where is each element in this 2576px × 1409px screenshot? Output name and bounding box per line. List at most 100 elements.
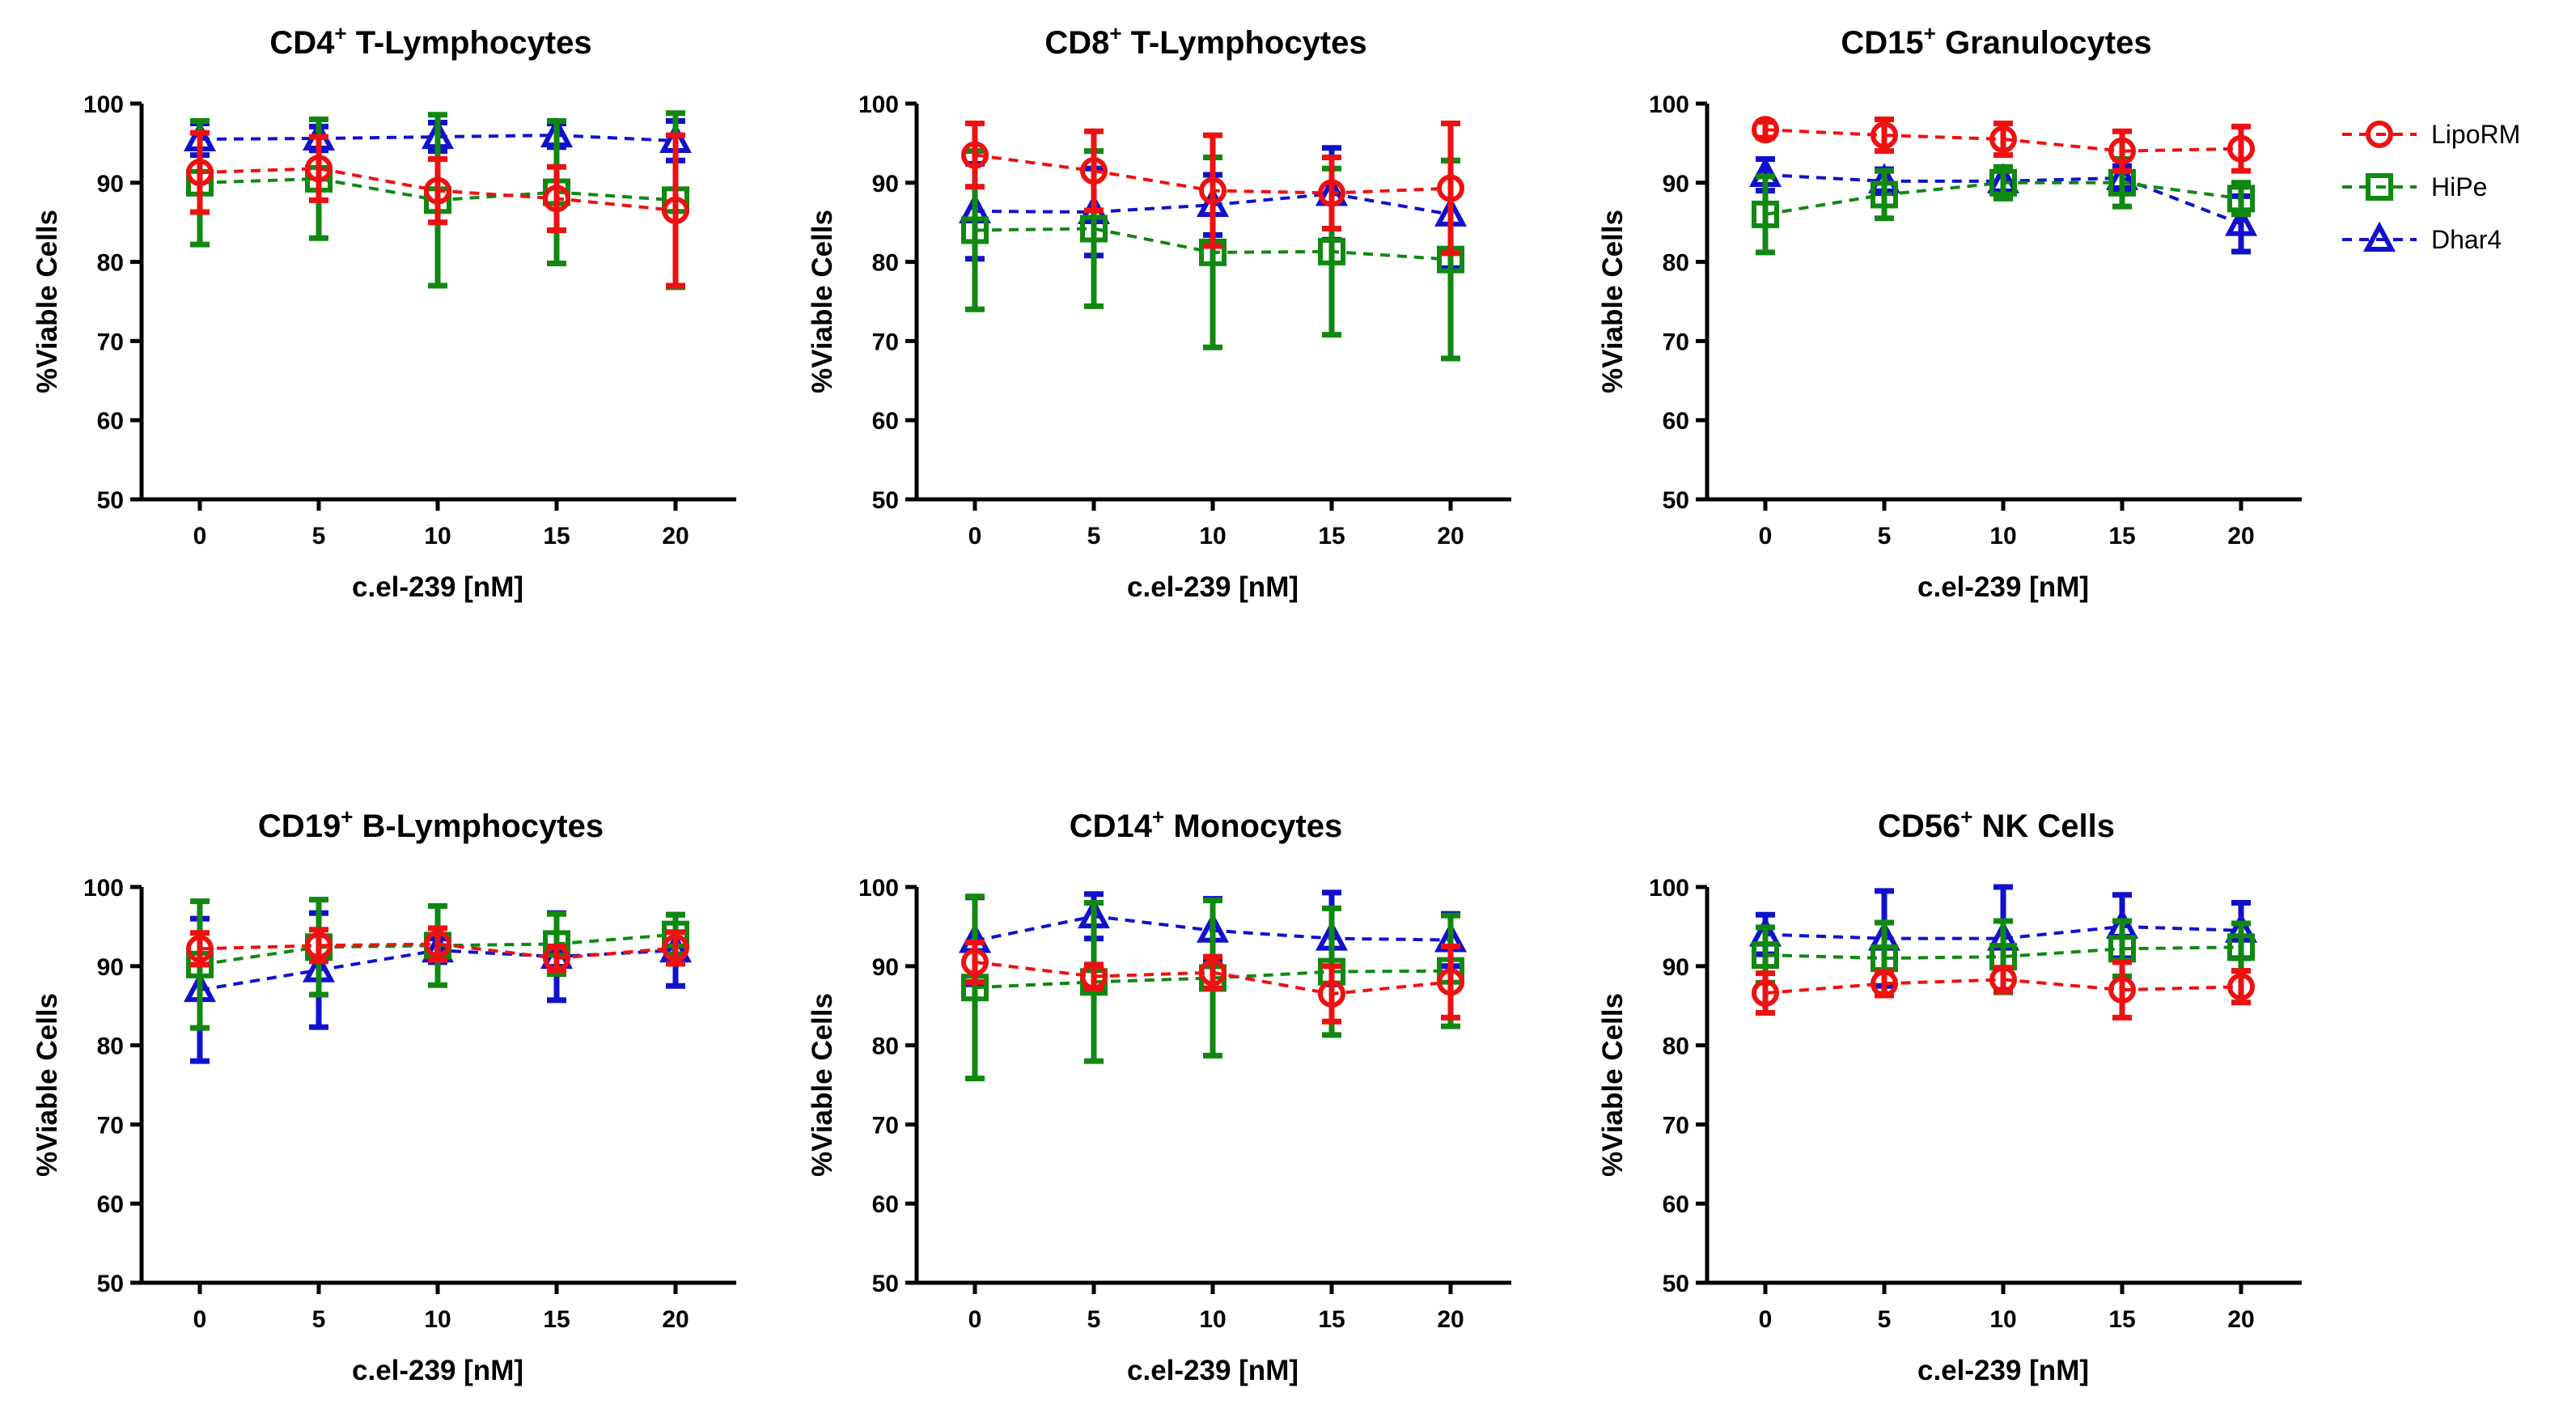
title-superscript: + [334, 21, 346, 45]
y-axis-title: %Viable Cells [1597, 210, 1629, 393]
series-hipe-point [2227, 933, 2255, 961]
x-tick-label: 10 [1199, 1306, 1226, 1333]
x-tick-label: 15 [2108, 1306, 2135, 1333]
y-tick-label: 70 [97, 329, 124, 355]
x-tick-label: 20 [1437, 523, 1464, 550]
series-hipe-point [1752, 941, 1779, 970]
title-suffix: B-Lymphocytes [353, 808, 604, 844]
y-tick-label: 80 [1663, 250, 1689, 277]
series-liporm-point [424, 930, 451, 958]
panel-cd14-title: CD14+ Monocytes [1070, 804, 1343, 844]
x-axis-title: c.el-239 [nM] [1127, 571, 1299, 603]
y-tick-label: 60 [97, 1191, 124, 1218]
title-superscript: + [341, 804, 353, 829]
series-liporm [186, 925, 689, 974]
y-tick-label: 60 [97, 408, 124, 435]
y-tick-label: 60 [872, 1191, 899, 1218]
series-liporm [961, 120, 1464, 257]
x-tick-label: 15 [2108, 523, 2135, 550]
x-tick-label: 5 [1878, 523, 1892, 550]
panel-cd15-title: CD15+ Granulocytes [1841, 21, 2151, 61]
panel-cd4-title: CD4+ T-Lymphocytes [269, 21, 591, 61]
series-liporm-point [662, 197, 689, 225]
series-liporm-point [305, 155, 333, 183]
y-tick-label: 60 [872, 408, 899, 435]
panel-cd56: CD56+ NK Cells 50 60 70 80 90 100 0 5 10 15 20 c.el-… [1597, 804, 2302, 1386]
panel-cd56-title: CD56+ NK Cells [1878, 804, 2115, 844]
panel-cd14: CD14+ Monocytes 50 60 70 80 90 100 0 5 10 15 20 c.el… [807, 804, 1511, 1386]
series-hipe-point [961, 216, 989, 244]
title-superscript: + [1152, 804, 1164, 829]
series-liporm-point [186, 935, 214, 963]
series-liporm-point [1871, 121, 1898, 150]
series-liporm-point [1080, 962, 1108, 991]
x-tick-label: 0 [1759, 523, 1773, 550]
y-axis-title: %Viable Cells [807, 993, 838, 1177]
series-liporm-point [1318, 179, 1345, 207]
x-tick-label: 20 [662, 523, 688, 550]
series-liporm-point [186, 159, 214, 187]
panel-cd4: CD4+ T-Lymphocytes 50 60 70 80 90 100 0 5 10 15 20 c… [32, 21, 736, 603]
legend-entry-dhar4-label: Dhar4 [2431, 225, 2502, 254]
x-tick-label: 10 [1989, 1306, 2016, 1333]
series-hipe-point [1080, 214, 1108, 243]
title-suffix: T-Lymphocytes [1122, 25, 1367, 61]
x-tick-label: 5 [1087, 1306, 1101, 1333]
y-tick-label: 70 [872, 1112, 899, 1139]
x-tick-label: 0 [193, 1306, 207, 1333]
x-tick-label: 0 [1759, 1306, 1773, 1333]
legend-entry-liporm-marker [2366, 121, 2393, 148]
y-tick-label: 50 [872, 1271, 899, 1297]
y-tick-label: 90 [1663, 954, 1689, 981]
series-liporm-point [662, 934, 689, 962]
series-liporm-point [961, 948, 989, 976]
series-liporm-point [1871, 970, 1898, 998]
y-tick-label: 50 [872, 487, 899, 514]
x-axis-title: c.el-239 [nM] [352, 571, 523, 603]
series-liporm-point [1437, 968, 1464, 996]
x-axis-title: c.el-239 [nM] [1917, 1355, 2089, 1386]
x-tick-label: 10 [424, 1306, 451, 1333]
y-tick-label: 50 [1663, 1271, 1689, 1297]
x-tick-label: 15 [543, 523, 570, 550]
series-hipe [1752, 155, 2255, 256]
title-suffix: Granulocytes [1936, 25, 2152, 61]
series-liporm [961, 939, 1464, 1025]
x-tick-label: 0 [968, 523, 982, 550]
title-prefix: CD19 [258, 808, 341, 844]
title-superscript: + [1109, 21, 1121, 45]
title-superscript: + [1924, 21, 1936, 45]
y-axis-title: %Viable Cells [32, 210, 63, 393]
series-liporm-point [1989, 966, 2017, 994]
title-superscript: + [1960, 804, 1972, 829]
y-tick-label: 100 [1649, 91, 1689, 118]
legend-entry-hipe-label: HiPe [2431, 172, 2487, 202]
x-tick-label: 20 [2227, 523, 2254, 550]
y-tick-label: 100 [858, 91, 899, 118]
y-tick-label: 80 [1663, 1033, 1689, 1060]
x-tick-label: 20 [2227, 1306, 2254, 1333]
series-dhar4-point [2224, 206, 2258, 236]
series-liporm-point [1989, 125, 2017, 154]
x-axis-title: c.el-239 [nM] [352, 1355, 523, 1386]
series-liporm-point [1437, 174, 1464, 202]
x-tick-label: 5 [312, 1306, 326, 1333]
legend-entry-dhar4-marker [2362, 221, 2396, 252]
x-axis-title: c.el-239 [nM] [1917, 571, 2089, 603]
series-liporm-point [543, 944, 570, 973]
title-prefix: CD4 [269, 25, 335, 61]
title-prefix: CD14 [1070, 808, 1153, 844]
y-tick-label: 60 [1663, 408, 1689, 435]
x-tick-label: 20 [662, 1306, 688, 1333]
series-liporm [1752, 959, 2255, 1021]
series-liporm [1752, 116, 2255, 174]
series-liporm-point [1752, 979, 1779, 1008]
series-hipe [186, 897, 689, 1031]
panel-cd15: CD15+ Granulocytes 50 60 70 80 90 100 0 5 10 15 20 c… [1597, 21, 2302, 603]
series-liporm-point [1752, 116, 1779, 144]
legend: LipoRM HiPe Dhar4 [2342, 120, 2520, 254]
x-tick-label: 10 [1989, 523, 2016, 550]
y-tick-label: 70 [1663, 1112, 1689, 1139]
x-tick-label: 10 [1199, 523, 1226, 550]
series-liporm-point [305, 932, 333, 960]
